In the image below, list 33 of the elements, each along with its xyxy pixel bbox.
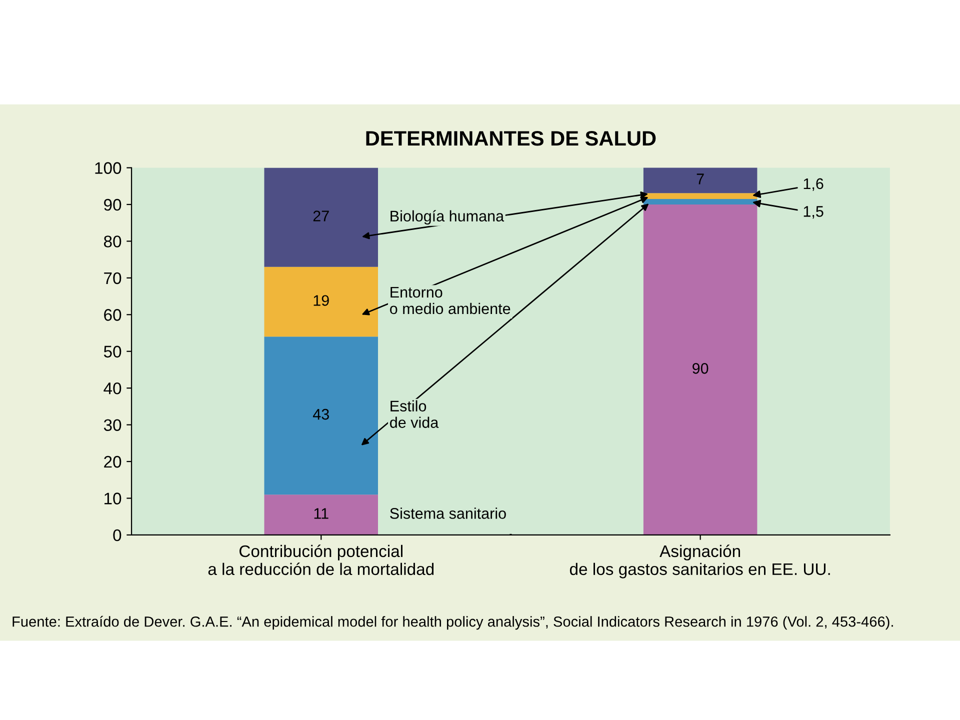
y-tick-label: 40 [104, 382, 122, 394]
bar [264, 266, 378, 337]
data-label: 7 [696, 174, 704, 184]
y-tick-label: 60 [104, 309, 122, 321]
y-tick-label: 50 [104, 346, 122, 358]
y-tick-label: 30 [104, 419, 122, 432]
y-tick-label: 100 [95, 162, 122, 174]
y-tick-label: 90 [104, 198, 122, 211]
x-tick-label: Asignación de los gastos sanitarios en EE. UU. [570, 544, 830, 578]
chart-title: DETERMINANTES DE SALUD [366, 130, 656, 146]
data-label: 43 [312, 408, 329, 420]
series-label: Estilo de vida [390, 400, 439, 428]
series-label: Biología humana [390, 210, 504, 225]
y-tick-label: 80 [104, 236, 122, 248]
data-label: 1,5 [804, 206, 824, 219]
data-label: 11 [314, 508, 328, 519]
data-label: 19 [314, 295, 329, 306]
y-tick-label: 20 [104, 456, 122, 468]
source-note: Fuente: Extraído de Dever. G.A.E. “An epidemical model for health policy analysis”, Social Indicators Research in 1976 (Vol. 2, 453-466). [12, 616, 893, 630]
y-tick-label: 10 [104, 492, 122, 504]
y-tick-label: 0 [113, 529, 122, 542]
data-label: 27 [313, 210, 329, 222]
bar [643, 168, 758, 194]
bar [264, 494, 378, 535]
x-tick-label: Contribución potencial a la reducción de la mortalidad [208, 544, 434, 576]
data-label: 90 [692, 363, 708, 374]
y-tick-label: 70 [104, 272, 122, 284]
series-label: Entorno o medio ambiente [390, 287, 510, 314]
series-label: Sistema sanitario [390, 508, 506, 519]
data-label: 1,6 [804, 178, 824, 191]
bar [264, 336, 378, 495]
bar [643, 204, 758, 535]
bar [264, 168, 378, 267]
